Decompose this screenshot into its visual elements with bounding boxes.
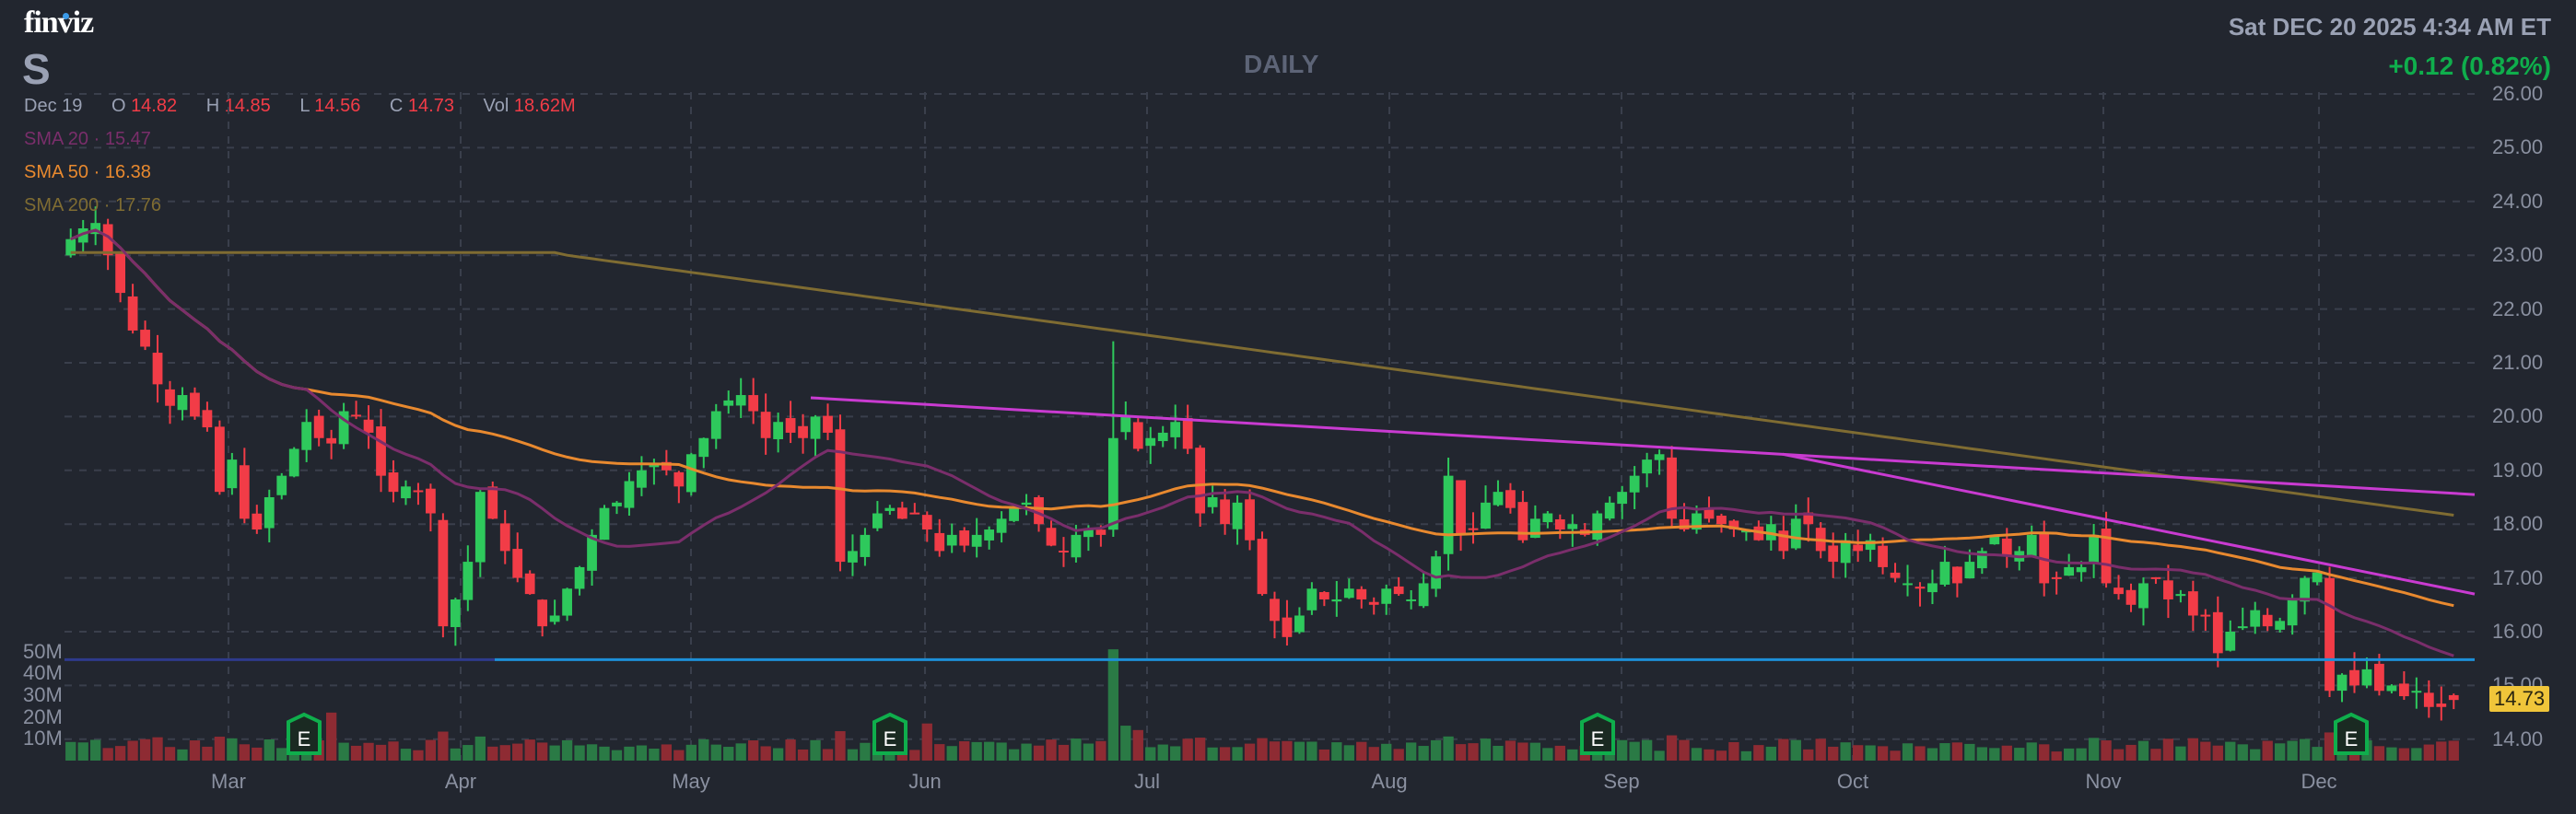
open-value: 14.82 <box>131 96 178 116</box>
sma20-legend[interactable]: SMA 20 · 15.47 <box>24 129 151 150</box>
sma200-line <box>70 250 2454 517</box>
volume-tick-label: 10M <box>23 727 63 750</box>
date-tick-label: Apr <box>444 770 477 793</box>
svg-text:E: E <box>298 727 311 750</box>
sma20-sep: · <box>93 129 100 149</box>
low-value: 14.56 <box>314 96 361 116</box>
date-tick-label: Nov <box>2085 770 2122 793</box>
price-tick-label: 24.00 <box>2492 189 2544 213</box>
sma20-value: 15.47 <box>104 129 151 149</box>
earnings-icon[interactable]: E <box>287 712 322 755</box>
candles <box>65 206 2459 721</box>
sma50-label: SMA 50 <box>24 162 89 182</box>
price-tick-label: 26.00 <box>2492 82 2544 105</box>
datetime-label: Sat DEC 20 2025 4:34 AM ET <box>2228 13 2551 41</box>
sma50-legend[interactable]: SMA 50 · 16.38 <box>24 162 151 183</box>
sma200-legend[interactable]: SMA 200 · 17.76 <box>24 195 161 216</box>
close-value: 14.73 <box>407 96 454 116</box>
date-tick-label: May <box>672 770 710 793</box>
date-tick-label: Dec <box>2301 770 2337 793</box>
low-label: L <box>299 96 310 116</box>
price-tick-label: 23.00 <box>2492 243 2544 267</box>
trendline-upper[interactable] <box>810 396 2476 496</box>
earnings-icon[interactable]: E <box>872 712 907 755</box>
trendline-lower[interactable] <box>1782 452 2476 596</box>
date-tick-label: Aug <box>1371 770 1408 793</box>
ticker-symbol: S <box>22 45 51 93</box>
logo-text: finviz <box>24 6 94 40</box>
sma200-sep: · <box>103 195 111 215</box>
close-label: C <box>389 96 404 116</box>
price-tick-label: 25.00 <box>2492 135 2544 159</box>
sma20-line <box>70 228 2454 657</box>
finviz-logo[interactable]: finviz <box>24 6 94 41</box>
ohlc-legend: Dec 19 O 14.82 H 14.85 L 14.56 C 14.73 V… <box>24 96 600 117</box>
svg-text:E: E <box>2345 727 2359 750</box>
sma20-label: SMA 20 <box>24 129 89 149</box>
date-tick-label: Sep <box>1603 770 1640 793</box>
date-tick-label: Mar <box>211 770 246 793</box>
volume-tick-label: 20M <box>23 704 63 728</box>
svg-text:E: E <box>1591 727 1605 750</box>
date-tick-label: Jun <box>908 770 942 793</box>
svg-text:E: E <box>884 727 897 750</box>
price-change: +0.12 (0.82%) <box>2388 52 2551 80</box>
logo-dot-icon <box>63 13 69 19</box>
vol-value: 18.62M <box>513 96 576 116</box>
high-value: 14.85 <box>224 96 271 116</box>
vol-label: Vol <box>483 96 509 116</box>
open-label: O <box>111 96 126 116</box>
price-tick-label: 18.00 <box>2492 512 2544 536</box>
price-tick-label: 16.00 <box>2492 620 2544 643</box>
date-tick-label: Oct <box>1836 770 1869 793</box>
volume-bars <box>65 649 2459 761</box>
sma50-line <box>70 228 2454 608</box>
earnings-icon[interactable]: E <box>1580 712 1615 755</box>
price-tick-label: 19.00 <box>2492 458 2544 482</box>
sma200-label: SMA 200 <box>24 195 100 215</box>
volume-tick-label: 40M <box>23 661 63 685</box>
volume-tick-label: 30M <box>23 682 63 706</box>
sma50-sep: · <box>93 162 100 182</box>
last-price-tag: 14.73 <box>2489 686 2550 712</box>
price-tick-label: 17.00 <box>2492 565 2544 589</box>
sma50-value: 16.38 <box>104 162 151 182</box>
timeframe-label: DAILY <box>1244 50 1319 78</box>
price-tick-label: 14.00 <box>2492 727 2544 750</box>
earnings-icon[interactable]: E <box>2334 712 2369 755</box>
volume-tick-label: 50M <box>23 639 63 663</box>
price-tick-label: 20.00 <box>2492 404 2544 428</box>
sma200-value: 17.76 <box>114 195 162 215</box>
ohlc-date: Dec 19 <box>24 96 83 116</box>
date-tick-label: Jul <box>1133 770 1161 793</box>
high-label: H <box>205 96 220 116</box>
price-tick-label: 21.00 <box>2492 351 2544 374</box>
price-tick-label: 22.00 <box>2492 297 2544 320</box>
